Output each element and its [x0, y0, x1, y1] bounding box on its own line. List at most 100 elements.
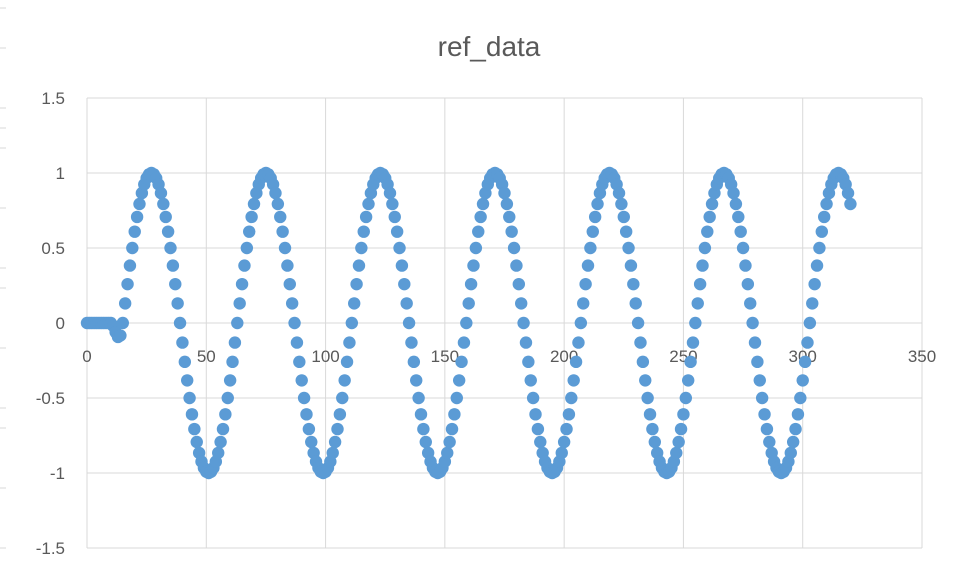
- data-point: [178, 355, 192, 369]
- data-point: [245, 210, 258, 224]
- data-point: [569, 355, 583, 369]
- data-point: [534, 435, 547, 449]
- data-point: [300, 408, 313, 421]
- data-point: [507, 241, 521, 255]
- x-tick-label: 0: [82, 347, 91, 366]
- data-point: [789, 422, 802, 436]
- data-point: [455, 355, 468, 369]
- data-point: [791, 408, 805, 421]
- data-point: [686, 336, 700, 349]
- data-point: [221, 391, 234, 405]
- data-point: [295, 374, 308, 387]
- data-point: [648, 435, 661, 449]
- data-point: [333, 408, 347, 421]
- data-point: [247, 197, 261, 211]
- data-point: [183, 391, 196, 405]
- y-tick-label: 0: [56, 314, 65, 333]
- data-point: [467, 259, 480, 272]
- data-point: [684, 355, 697, 369]
- data-point: [646, 422, 659, 436]
- data-point: [641, 391, 654, 405]
- data-point: [619, 225, 633, 238]
- data-point: [631, 316, 645, 330]
- data-point: [395, 259, 409, 272]
- data-point: [746, 316, 759, 330]
- data-point: [340, 355, 354, 369]
- data-point: [512, 277, 526, 291]
- data-point: [741, 277, 755, 291]
- data-point: [693, 277, 707, 291]
- data-point: [231, 316, 244, 330]
- data-point: [305, 435, 318, 449]
- data-point: [636, 355, 650, 369]
- data-point: [328, 435, 342, 449]
- data-point: [118, 297, 132, 310]
- data-point: [460, 316, 473, 330]
- data-point: [591, 197, 604, 211]
- data-point: [350, 277, 363, 291]
- data-point: [269, 186, 282, 200]
- data-point: [729, 197, 743, 211]
- data-point: [677, 408, 690, 421]
- data-point: [383, 186, 397, 200]
- data-point: [133, 197, 146, 211]
- data-point: [751, 355, 764, 369]
- data-point: [274, 210, 287, 224]
- data-point: [627, 277, 640, 291]
- data-point: [281, 259, 294, 272]
- chart-title: ref_data: [438, 31, 541, 62]
- data-point: [126, 241, 139, 255]
- data-point: [639, 374, 652, 387]
- data-point: [233, 297, 246, 310]
- data-point: [271, 197, 285, 211]
- data-point: [503, 210, 516, 224]
- data-point: [185, 408, 199, 421]
- data-point: [732, 210, 745, 224]
- data-point: [798, 355, 812, 369]
- data-point: [565, 391, 578, 405]
- data-point: [441, 446, 454, 460]
- series-points: [80, 166, 857, 480]
- data-point: [672, 435, 685, 449]
- data-point: [386, 197, 399, 211]
- data-point: [801, 336, 814, 349]
- data-point: [121, 277, 134, 291]
- data-point: [634, 336, 647, 349]
- data-point: [670, 446, 683, 460]
- data-point: [691, 297, 704, 310]
- data-point: [402, 316, 416, 330]
- data-point: [159, 210, 172, 224]
- data-point: [450, 391, 463, 405]
- data-point: [794, 391, 807, 405]
- data-point: [412, 391, 425, 405]
- data-point: [154, 186, 168, 200]
- data-point: [703, 210, 716, 224]
- x-tick-label: 50: [197, 347, 216, 366]
- data-point: [581, 259, 595, 272]
- data-point: [736, 241, 750, 255]
- data-point: [405, 336, 418, 349]
- data-point: [357, 225, 370, 238]
- data-point: [615, 197, 628, 211]
- x-tick-label: 350: [908, 347, 936, 366]
- data-point: [445, 422, 459, 436]
- data-point: [469, 241, 483, 255]
- data-point: [297, 391, 311, 405]
- data-point: [130, 210, 144, 224]
- data-point: [293, 355, 306, 369]
- data-point: [285, 297, 299, 310]
- data-point: [586, 225, 599, 238]
- data-point: [362, 197, 375, 211]
- data-point: [352, 259, 366, 272]
- data-point: [786, 435, 800, 449]
- data-point: [188, 422, 201, 436]
- data-point: [617, 210, 630, 224]
- data-point: [288, 316, 301, 330]
- y-tick-label: 1.5: [41, 89, 65, 108]
- data-point: [326, 446, 339, 460]
- data-point: [584, 241, 597, 255]
- data-point: [622, 241, 635, 255]
- data-point: [228, 336, 242, 349]
- data-point: [744, 297, 757, 310]
